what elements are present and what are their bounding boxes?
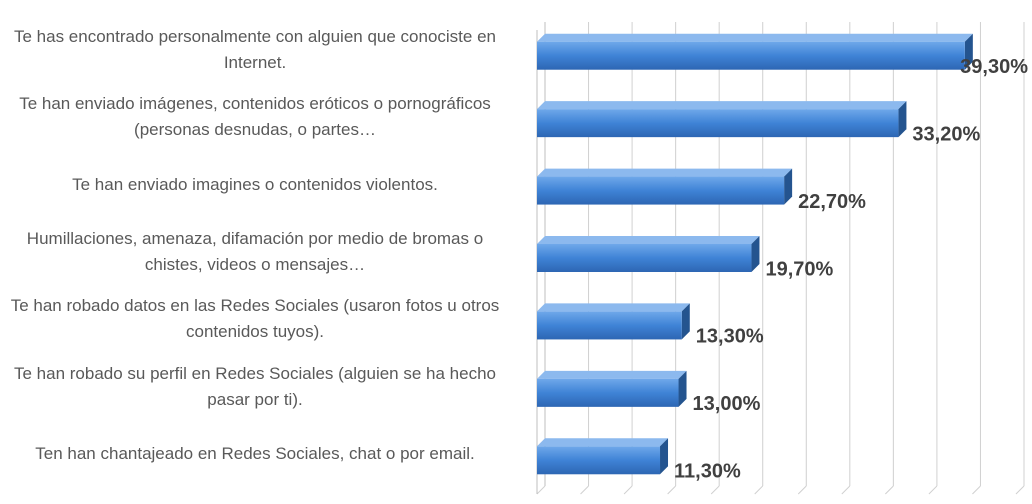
grid-line-floor [710, 485, 720, 495]
bar-top [537, 101, 907, 110]
category-label: Te han enviado imagines o contenidos vio… [72, 174, 438, 194]
grid-line-floor [885, 485, 894, 495]
grid-line-floor [623, 485, 633, 495]
bar-side [751, 236, 760, 272]
bar-top [537, 370, 687, 379]
grid-line-floor [928, 485, 938, 495]
grid-line-floor [797, 485, 807, 495]
bar-top [537, 168, 793, 177]
grid-line-floor [972, 485, 981, 495]
bar-side [681, 303, 690, 340]
value-label: 13,30% [696, 326, 764, 348]
value-label: 39,30% [960, 56, 1028, 78]
category-label: Te has encontrado personalmente con algu… [13, 26, 496, 72]
bar [537, 244, 752, 272]
bar [537, 41, 965, 70]
bar-side [898, 101, 907, 138]
bar [537, 109, 899, 138]
value-label: 22,70% [798, 191, 866, 213]
grid-line-floor [1015, 485, 1025, 495]
bar-top [537, 33, 973, 42]
bar [537, 311, 682, 340]
bar-top [537, 303, 690, 312]
bar-side [964, 33, 973, 70]
bar [537, 378, 679, 407]
bar [537, 446, 661, 475]
bar-side [678, 370, 687, 407]
category-label: Ten han chantajeado en Redes Sociales, c… [35, 444, 475, 464]
category-label: Te han robado datos en las Redes Sociale… [10, 296, 500, 342]
grid-line-floor [580, 485, 589, 495]
bar-top [537, 438, 669, 447]
value-label: 33,20% [912, 123, 980, 145]
bar-top [537, 236, 760, 244]
value-label: 13,00% [693, 393, 761, 415]
category-label: Te han enviado imágenes, contenidos erót… [19, 94, 491, 140]
grid-line-floor [841, 485, 851, 495]
value-label: 11,30% [674, 461, 741, 483]
category-label: Humillaciones, amenaza, difamación por m… [26, 229, 484, 274]
value-label: 19,70% [765, 258, 833, 280]
bar-side [784, 168, 793, 205]
grid-line-floor [667, 485, 676, 495]
bar [537, 176, 785, 205]
grid-line-floor [754, 485, 764, 495]
grid-line-floor [536, 485, 546, 495]
bar-side [660, 438, 669, 475]
category-label: Te han robado su perfil en Redes Sociale… [14, 363, 496, 409]
